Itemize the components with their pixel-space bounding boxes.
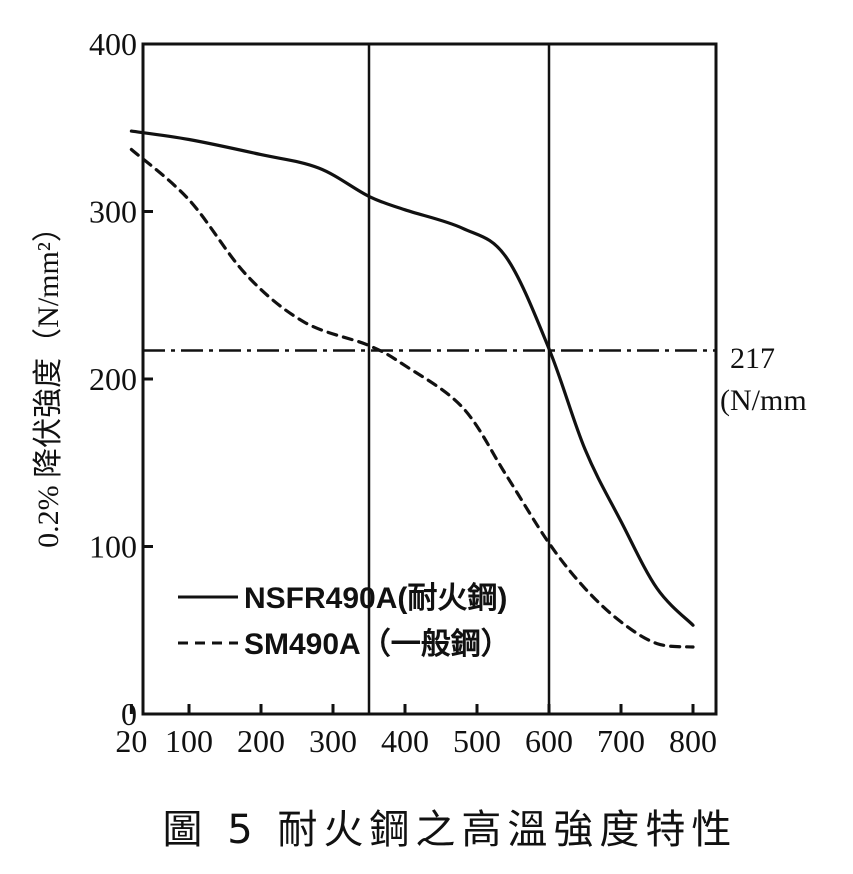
x-tick-label-200: 200 — [237, 723, 285, 759]
x-tick-label-700: 700 — [597, 723, 645, 759]
x-tick-label-800: 800 — [669, 723, 717, 759]
y-tick-label-200: 200 — [89, 361, 137, 397]
legend-label-sm490a: SM490A（一般鋼） — [244, 627, 511, 661]
reference-line-unit: (N/mm — [720, 384, 807, 417]
legend: NSFR490A(耐火鋼) SM490A（一般鋼） — [178, 581, 511, 661]
series-group — [129, 129, 695, 649]
y-tick-label-400: 400 — [89, 26, 137, 62]
x-tick-label-600: 600 — [525, 723, 573, 759]
y-tick-label-0: 0 — [121, 696, 137, 732]
reference-line-value: 217 — [730, 342, 775, 375]
gridlines — [367, 44, 551, 714]
x-tick-label-500: 500 — [453, 723, 501, 759]
x-ticks: 20 100 200 300 400 500 600 700 800 — [115, 704, 717, 759]
figure-caption: 圖 5 耐火鋼之高溫強度特性 — [163, 807, 738, 853]
series-line-sm490a — [129, 147, 695, 649]
y-axis-label: 0.2% 降伏強度（N/mm²） — [32, 212, 65, 548]
y-tick-label-300: 300 — [89, 194, 137, 230]
legend-label-nsfr490a: NSFR490A(耐火鋼) — [244, 581, 507, 615]
x-tick-label-100: 100 — [165, 723, 213, 759]
y-tick-label-100: 100 — [89, 529, 137, 565]
y-ticks: 0 100 200 300 400 — [89, 26, 153, 732]
x-tick-label-20: 20 — [115, 723, 147, 759]
x-tick-label-400: 400 — [381, 723, 429, 759]
x-tick-label-300: 300 — [309, 723, 357, 759]
series-line-nsfr490a — [129, 129, 695, 627]
